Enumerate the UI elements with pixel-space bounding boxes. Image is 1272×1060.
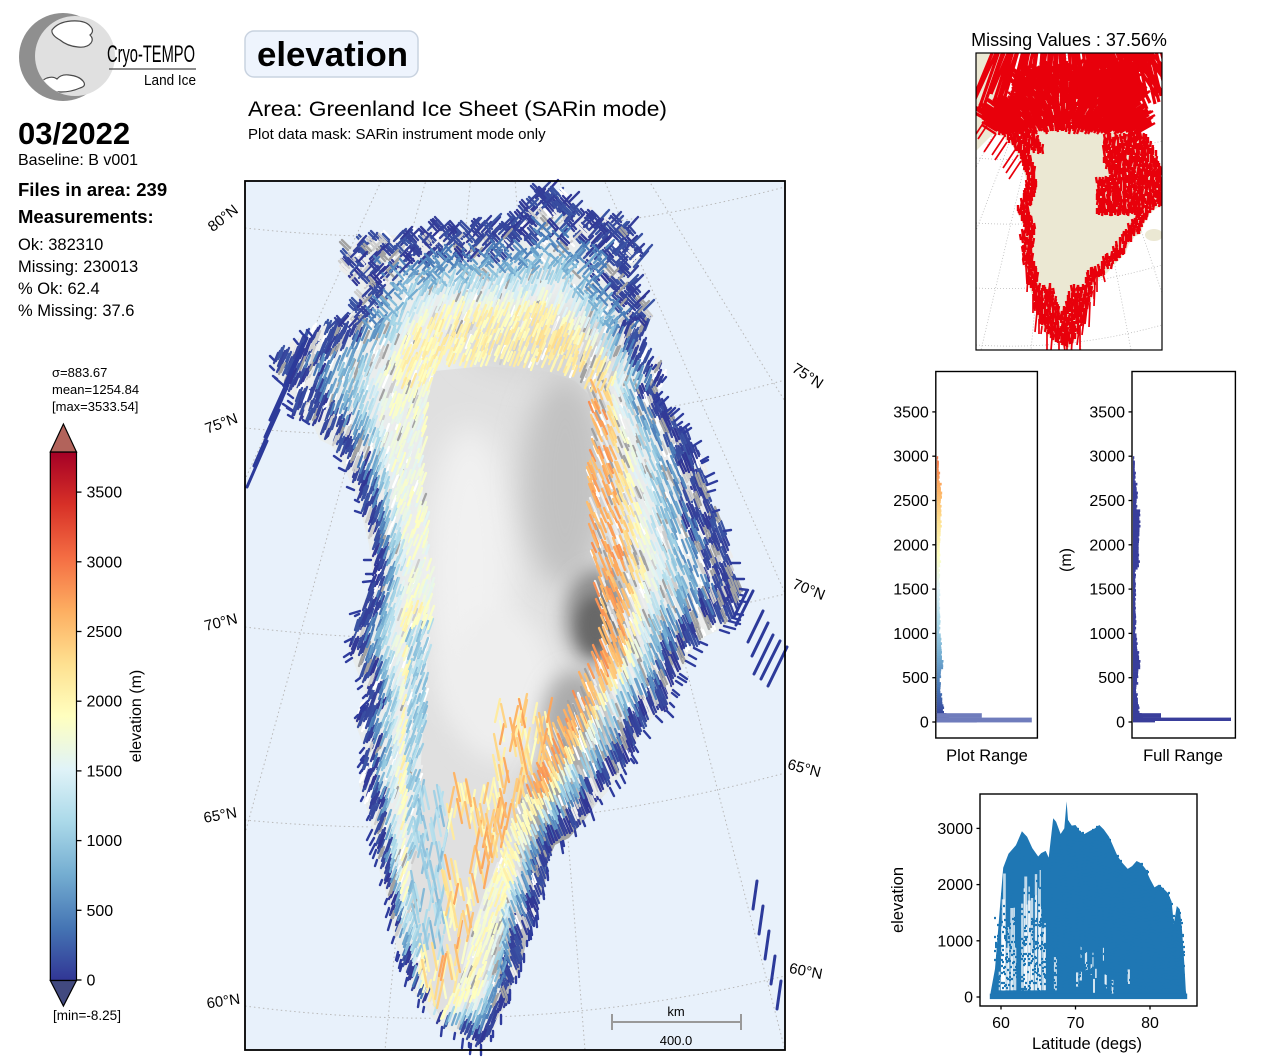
- svg-text:80: 80: [1141, 1015, 1159, 1032]
- svg-text:3000: 3000: [893, 449, 929, 466]
- svg-text:2500: 2500: [87, 624, 123, 641]
- svg-text:1000: 1000: [937, 933, 973, 950]
- svg-text:Full Range: Full Range: [1143, 747, 1223, 765]
- svg-text:1500: 1500: [893, 582, 929, 599]
- svg-text:Ok: 382310: Ok: 382310: [18, 236, 103, 254]
- svg-text:1000: 1000: [1089, 626, 1125, 643]
- svg-text:[min=-8.25]: [min=-8.25]: [53, 1008, 121, 1023]
- svg-text:500: 500: [902, 670, 929, 687]
- svg-text:(m): (m): [1058, 548, 1075, 572]
- svg-text:3000: 3000: [937, 821, 973, 838]
- svg-text:σ=883.67: σ=883.67: [52, 365, 107, 380]
- svg-text:2000: 2000: [937, 877, 973, 894]
- svg-text:0: 0: [1116, 715, 1125, 732]
- svg-text:2000: 2000: [87, 694, 123, 711]
- svg-text:Land Ice: Land Ice: [144, 72, 196, 89]
- svg-text:1500: 1500: [87, 763, 123, 780]
- svg-text:65°N: 65°N: [786, 756, 823, 781]
- svg-text:Cryo-TEMPO: Cryo-TEMPO: [107, 41, 195, 68]
- svg-text:% Missing: 37.6: % Missing: 37.6: [18, 302, 134, 320]
- svg-text:elevation (m): elevation (m): [128, 670, 145, 762]
- svg-text:3000: 3000: [1089, 449, 1125, 466]
- svg-text:2000: 2000: [1089, 537, 1125, 554]
- svg-text:Missing Values : 37.56%: Missing Values : 37.56%: [971, 30, 1167, 50]
- svg-text:03/2022: 03/2022: [18, 116, 130, 151]
- svg-text:3500: 3500: [893, 404, 929, 421]
- svg-text:elevation: elevation: [889, 867, 907, 933]
- svg-text:0: 0: [87, 973, 96, 990]
- svg-text:70°N: 70°N: [790, 576, 827, 604]
- svg-text:3500: 3500: [1089, 404, 1125, 421]
- svg-text:Baseline: B v001: Baseline: B v001: [18, 152, 138, 169]
- svg-text:1000: 1000: [893, 626, 929, 643]
- svg-text:400.0: 400.0: [660, 1033, 693, 1048]
- svg-text:mean=1254.84: mean=1254.84: [52, 382, 139, 397]
- svg-text:elevation: elevation: [257, 36, 408, 74]
- svg-text:Measurements:: Measurements:: [18, 206, 154, 227]
- svg-text:Area: Greenland Ice Sheet (SAR: Area: Greenland Ice Sheet (SARin mode): [248, 98, 667, 121]
- svg-text:1500: 1500: [1089, 582, 1125, 599]
- svg-text:65°N: 65°N: [202, 804, 238, 827]
- svg-text:2500: 2500: [893, 493, 929, 510]
- svg-text:Plot Range: Plot Range: [946, 747, 1028, 765]
- svg-text:Files in area: 239: Files in area: 239: [18, 179, 167, 200]
- svg-text:2000: 2000: [893, 537, 929, 554]
- svg-text:0: 0: [920, 715, 929, 732]
- svg-text:1000: 1000: [87, 833, 123, 850]
- svg-text:% Ok: 62.4: % Ok: 62.4: [18, 280, 100, 298]
- svg-text:3000: 3000: [87, 554, 123, 571]
- svg-text:60°N: 60°N: [206, 991, 242, 1012]
- svg-text:[max=3533.54]: [max=3533.54]: [52, 399, 138, 414]
- svg-text:0: 0: [964, 990, 973, 1007]
- svg-text:km: km: [667, 1004, 684, 1019]
- svg-text:2500: 2500: [1089, 493, 1125, 510]
- svg-text:500: 500: [87, 903, 114, 920]
- svg-text:Missing: 230013: Missing: 230013: [18, 258, 138, 276]
- svg-text:500: 500: [1098, 670, 1125, 687]
- svg-text:3500: 3500: [87, 485, 123, 502]
- svg-text:Plot data mask: SARin instrume: Plot data mask: SARin instrument mode on…: [248, 126, 546, 143]
- svg-text:60: 60: [992, 1015, 1010, 1032]
- svg-text:70: 70: [1067, 1015, 1085, 1032]
- svg-text:Latitude (degs): Latitude (degs): [1032, 1035, 1142, 1053]
- svg-text:80°N: 80°N: [205, 201, 242, 235]
- svg-text:75°N: 75°N: [203, 410, 240, 437]
- svg-text:60°N: 60°N: [788, 960, 824, 983]
- svg-text:70°N: 70°N: [203, 610, 240, 635]
- svg-text:75°N: 75°N: [789, 360, 826, 393]
